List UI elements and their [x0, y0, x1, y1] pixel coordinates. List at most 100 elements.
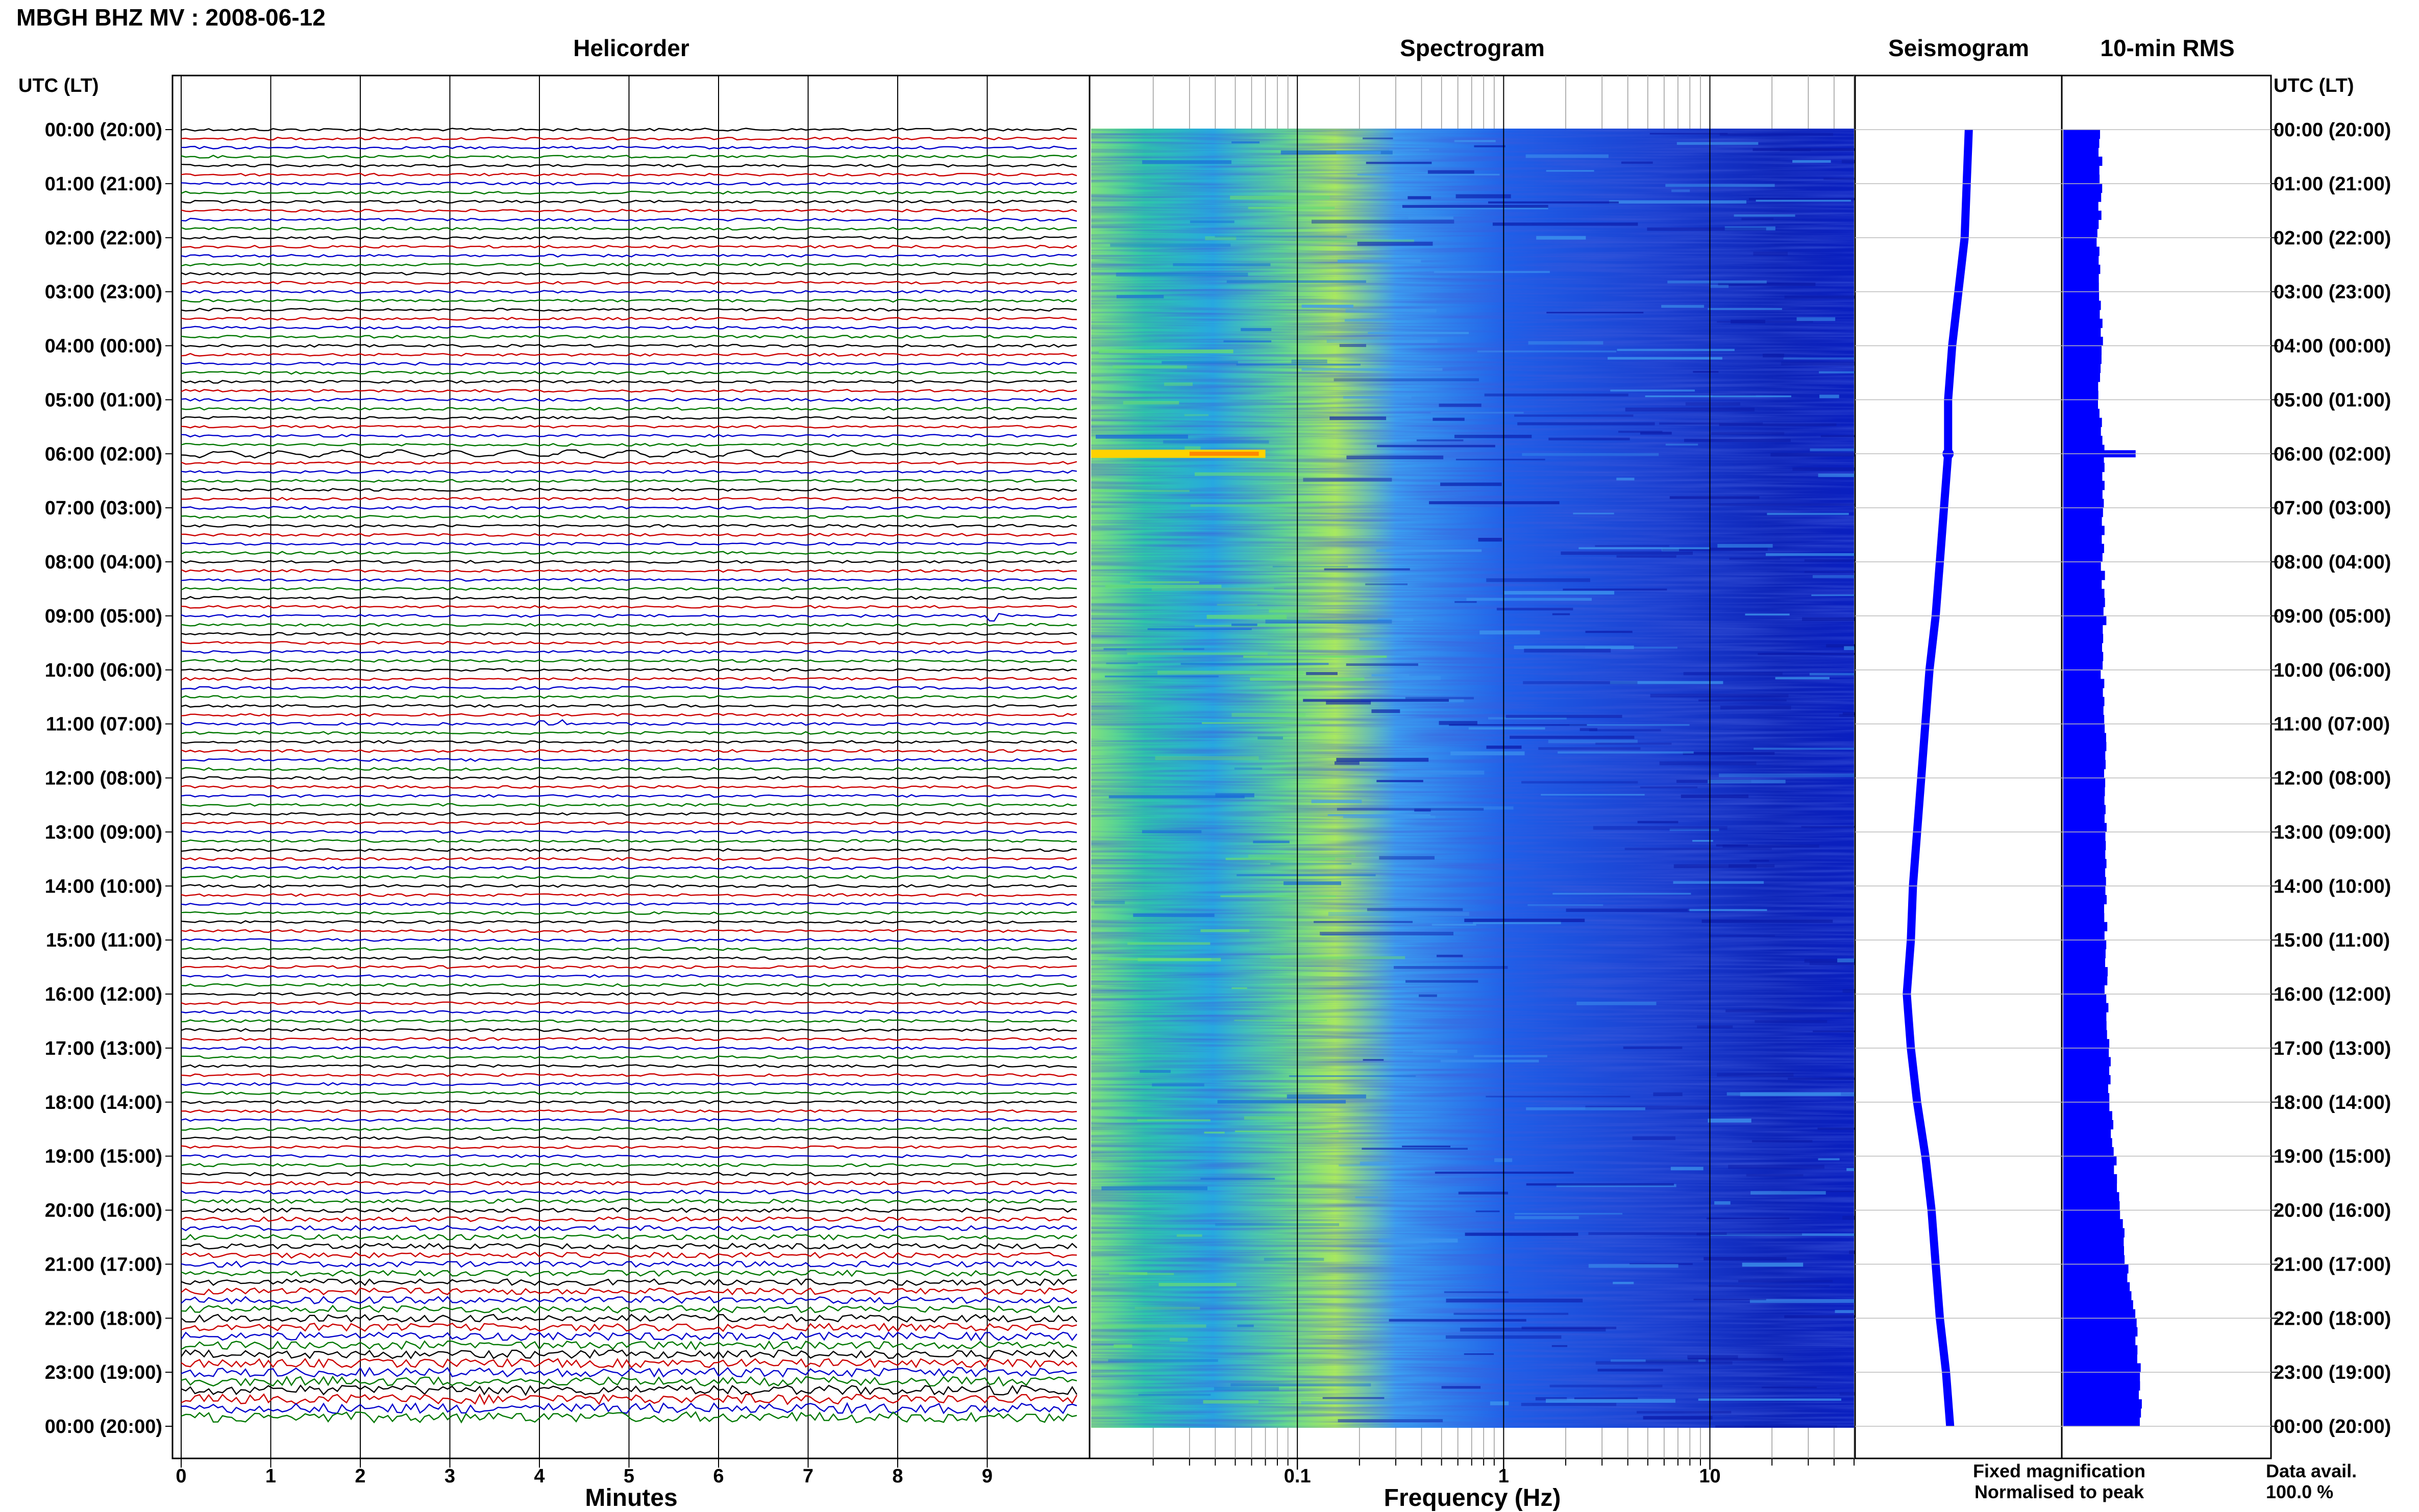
spectrogram-band	[1301, 305, 1353, 308]
spectrogram-band	[1397, 771, 1485, 775]
spectrogram-band	[1366, 161, 1432, 164]
rms-bar	[2063, 1021, 2107, 1031]
helicorder-trace	[181, 1393, 1078, 1405]
spectrogram-band	[1514, 1216, 1579, 1220]
helicorder-title: Helicorder	[573, 35, 689, 61]
rms-bar	[2063, 1147, 2114, 1157]
rms-bar	[2063, 895, 2107, 905]
spectrogram-band	[1301, 1401, 1422, 1405]
spectrogram-band	[1754, 748, 1855, 750]
spectrogram-band	[1151, 587, 1274, 591]
spectrogram-band	[1842, 1216, 1855, 1220]
helicorder-trace	[181, 929, 1077, 933]
spectrogram-band	[1439, 721, 1477, 725]
spectrogram-band	[1336, 758, 1429, 762]
time-tick-label: 20:00 (16:00)	[45, 1200, 162, 1222]
time-tick-label: 03:00 (23:00)	[45, 282, 162, 303]
rms-bar	[2063, 841, 2106, 851]
rms-bar	[2063, 291, 2100, 301]
rms-bar	[2063, 931, 2105, 940]
spectrogram-band	[1546, 170, 1594, 172]
rms-bar	[2063, 256, 2099, 265]
seismogram-panel	[1854, 75, 2063, 1459]
spectrogram-band	[1336, 151, 1381, 154]
spectrogram-band	[1184, 446, 1201, 451]
helicorder-trace	[181, 1073, 1077, 1077]
rms-bar	[2063, 1390, 2139, 1400]
rms-bar	[2063, 328, 2101, 337]
spectrogram-band	[1419, 994, 1437, 997]
spectrogram-band	[1162, 361, 1238, 364]
helicorder-trace	[181, 281, 1077, 285]
spectrogram-band	[1230, 195, 1330, 200]
spectrogram-band	[1701, 920, 1833, 923]
helicorder-trace	[181, 1251, 1077, 1259]
rms-bar	[2063, 958, 2105, 968]
spectrogram-band	[1455, 194, 1511, 199]
helicorder-trace	[181, 1225, 1077, 1231]
rms-bar	[2063, 345, 2102, 355]
spectrogram-band	[1514, 1212, 1623, 1215]
spectrogram-band	[1231, 624, 1257, 626]
rms-bar	[2063, 130, 2100, 139]
spectrogram-band	[1711, 432, 1785, 435]
spectrogram-band	[1402, 1146, 1450, 1148]
helicorder-trace	[181, 1322, 1077, 1332]
rms-bar	[2063, 202, 2099, 211]
rms-bar	[2063, 823, 2107, 832]
spectrogram-band	[1346, 663, 1418, 666]
spectrogram-band	[1163, 440, 1269, 444]
spectrogram-band	[1670, 1167, 1704, 1171]
rms-bar	[2063, 634, 2104, 643]
frequency-axis-label: Frequency (Hz)	[1384, 1484, 1561, 1511]
spectrogram-band	[1365, 583, 1408, 585]
spectrogram-band	[1184, 414, 1209, 416]
spectrogram-band	[1849, 1250, 1855, 1254]
time-tick-label: 09:00 (05:00)	[2274, 606, 2391, 627]
spectrogram-band	[1770, 453, 1855, 457]
rms-bar	[2063, 192, 2102, 202]
spectrogram-band	[1719, 773, 1855, 777]
time-tick-label: 03:00 (23:00)	[2274, 282, 2391, 303]
helicorder-trace	[181, 1207, 1077, 1213]
helicorder-trace	[181, 236, 1077, 240]
frequency-axis: 0.1 1 10	[1284, 1458, 1721, 1487]
spectrogram-band	[1434, 270, 1550, 273]
helicorder-trace	[181, 262, 1077, 267]
rms-bar	[2063, 1300, 2133, 1310]
spectrogram-band	[1362, 1148, 1468, 1150]
spectrogram-band	[1253, 840, 1290, 844]
spectrogram-band	[1715, 1425, 1837, 1428]
spectrogram-band	[1486, 578, 1590, 582]
helicorder-trace	[181, 839, 1077, 843]
spectrogram-band	[1164, 382, 1193, 386]
helicorder-trace	[181, 1340, 1077, 1351]
spectrogram-band	[1661, 305, 1705, 308]
rms-bar	[2063, 1129, 2111, 1138]
helicorder-trace	[181, 1260, 1077, 1268]
helicorder-trace	[181, 128, 1077, 132]
spectrogram-band	[1337, 808, 1484, 811]
spectrogram-band	[1429, 501, 1560, 505]
spectrogram-band	[1548, 739, 1638, 743]
helicorder-trace	[181, 893, 1077, 897]
spectrogram-band	[1237, 874, 1376, 877]
rms-bar	[2063, 1174, 2117, 1184]
time-tick-label: 15:00 (11:00)	[46, 930, 162, 951]
helicorder-trace	[181, 551, 1077, 555]
rms-bar	[2063, 1003, 2109, 1012]
rms-bar	[2063, 1120, 2113, 1130]
helicorder-trace	[181, 1304, 1077, 1313]
spectrogram-band	[1170, 1337, 1188, 1342]
spectrogram-band	[1585, 631, 1633, 633]
spectrogram-band	[1844, 646, 1855, 650]
helicorder-trace	[181, 497, 1077, 501]
minute-tick-label: 7	[803, 1466, 813, 1487]
spectrogram-band	[1665, 443, 1698, 446]
helicorder-trace	[181, 316, 1077, 321]
rms-bar	[2063, 688, 2103, 698]
spectrogram-band	[1809, 961, 1855, 965]
spectrogram-band	[1630, 1263, 1693, 1265]
spectrogram-band	[1698, 699, 1787, 702]
